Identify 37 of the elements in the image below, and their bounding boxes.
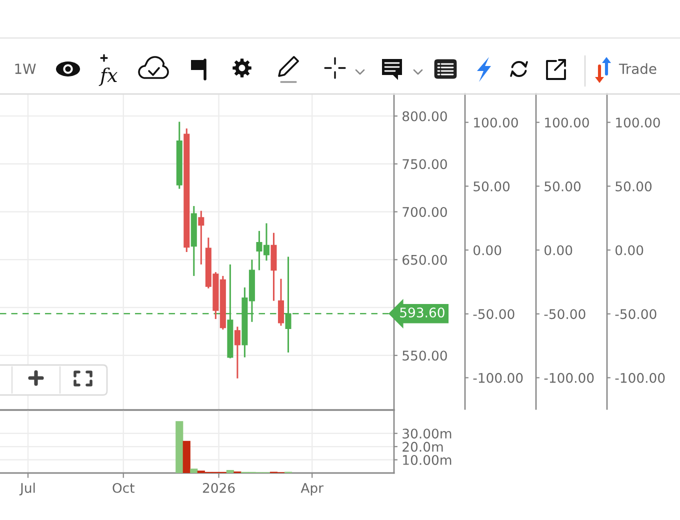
y-tick-label: 750.00 bbox=[402, 159, 447, 170]
y-tick-label: 50.00 bbox=[544, 181, 581, 192]
y-tick-label: -100.00 bbox=[615, 372, 665, 383]
bar bbox=[226, 470, 234, 473]
candlestick bbox=[234, 326, 240, 380]
y-tick-label: 800.00 bbox=[402, 111, 447, 122]
y-tick-label: 0.00 bbox=[544, 245, 572, 256]
x-tick-label: Jul bbox=[19, 482, 35, 496]
bar bbox=[182, 440, 190, 473]
y-tick-label: 100.00 bbox=[545, 118, 589, 128]
text: Trade bbox=[618, 63, 656, 74]
bar bbox=[190, 468, 198, 473]
y-tick-label: 0.00 bbox=[616, 245, 644, 256]
y-tick-label: 550.00 bbox=[402, 350, 447, 361]
candlestick bbox=[278, 278, 284, 326]
y-tick-label: 100.00 bbox=[616, 118, 660, 128]
bar bbox=[176, 421, 184, 473]
y-tick-label: 700.00 bbox=[402, 207, 447, 217]
y-tick-label: 0.00 bbox=[474, 245, 502, 256]
y-tick-label: 50.00 bbox=[616, 181, 652, 192]
y-tick-label: -100.00 bbox=[544, 372, 594, 383]
text: 1W bbox=[15, 64, 36, 74]
y-tick-label: 20.0m bbox=[402, 442, 443, 452]
y-tick-label: -100.00 bbox=[473, 372, 523, 383]
x-tick-label: Oct bbox=[112, 482, 134, 493]
y-tick-label: -50.00 bbox=[473, 309, 514, 320]
x-tick-label: 2026 bbox=[202, 482, 235, 493]
y-tick-label: 100.00 bbox=[474, 118, 518, 128]
y-tick-label: -50.00 bbox=[544, 309, 586, 320]
ref-line-label: 593.60 bbox=[400, 308, 444, 318]
x-tick-label: Apr bbox=[300, 483, 324, 496]
y-tick-label: 50.00 bbox=[474, 181, 510, 192]
y-tick-label: -50.00 bbox=[615, 309, 656, 320]
candlestick bbox=[198, 210, 204, 266]
y-tick-label: 650.00 bbox=[402, 254, 447, 265]
y-tick-label: 10.00m bbox=[403, 455, 452, 465]
y-tick-label: 30.00m bbox=[402, 428, 452, 439]
